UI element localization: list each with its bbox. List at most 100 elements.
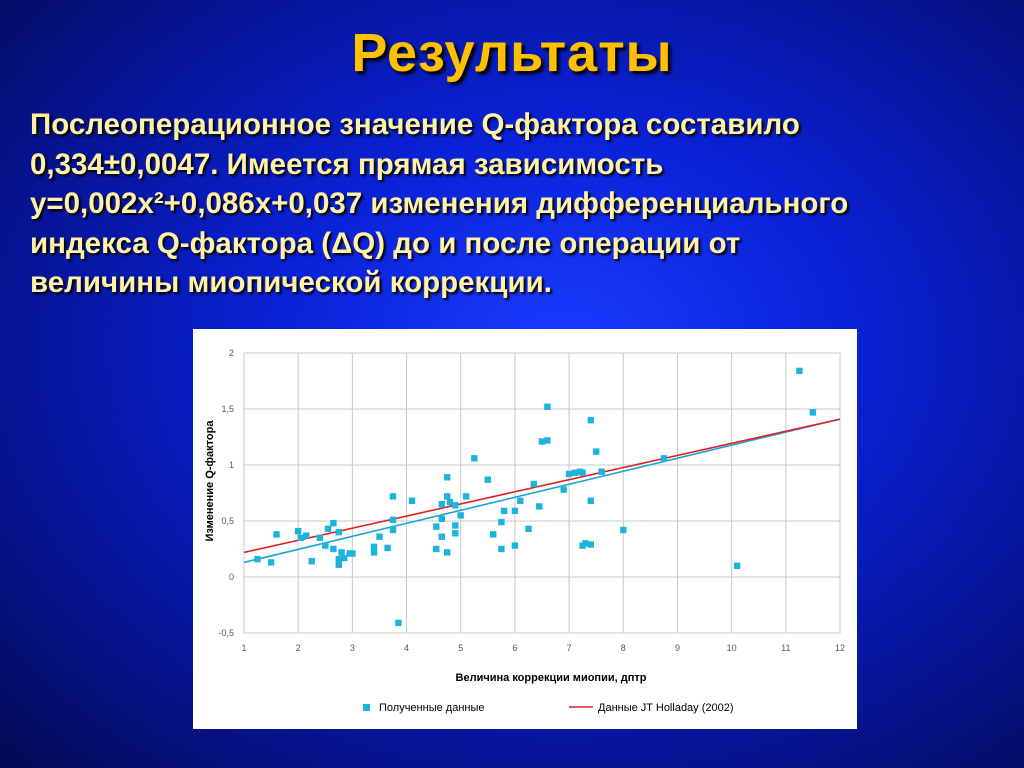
data-point <box>462 493 470 500</box>
data-point <box>324 525 332 532</box>
data-point <box>457 512 464 519</box>
data-point <box>490 531 497 538</box>
slide-title: Результаты <box>351 23 673 83</box>
legend-label-holladay: Данные JT Holladay (2002) <box>598 702 734 714</box>
data-point <box>335 555 342 563</box>
data-point <box>511 542 519 549</box>
data-point <box>809 409 817 416</box>
data-point <box>446 498 454 506</box>
y-tick-label: 1 <box>229 460 234 470</box>
data-point <box>587 541 594 548</box>
data-point <box>498 545 505 553</box>
data-point <box>349 550 356 557</box>
data-point <box>322 542 329 549</box>
body-line-4: индекса Q-фактора (ΔQ) до и после операц… <box>30 226 741 260</box>
data-point <box>254 555 261 563</box>
data-point <box>303 532 310 539</box>
data-point <box>438 515 445 522</box>
data-point <box>444 493 451 500</box>
data-point <box>267 559 275 566</box>
data-point <box>335 561 342 568</box>
trend-line-data <box>243 418 841 564</box>
data-point <box>598 468 605 475</box>
chart-canvas: 1 2 3 4 5 6 7 8 9 10 11 12-0,500,511,52 Величина ко… <box>204 348 845 714</box>
data-point <box>297 534 305 541</box>
data-point <box>452 522 459 529</box>
legend-marker-points <box>363 704 370 711</box>
data-point <box>511 507 519 515</box>
legend-label-points: Полученные данные <box>379 702 485 714</box>
data-point <box>316 534 324 541</box>
data-point <box>530 480 538 488</box>
data-point <box>438 533 445 540</box>
chart-points <box>254 367 817 627</box>
data-point <box>452 530 459 537</box>
data-point <box>438 501 445 508</box>
body-line-1: Послеоперационное значение Q-фактора сос… <box>30 108 800 141</box>
data-point <box>338 549 345 556</box>
data-point <box>330 545 337 553</box>
data-point <box>733 562 741 569</box>
slide-body-text: Послеоперационное значение Q-фактора сос… <box>30 105 1005 303</box>
x-tick-label: 9 <box>675 643 680 653</box>
chart-lines <box>243 418 841 564</box>
data-point <box>587 497 594 504</box>
data-point <box>525 525 532 532</box>
data-point <box>593 448 600 455</box>
y-tick-label: 2 <box>229 348 234 358</box>
data-point <box>587 417 594 424</box>
chart-legend: Полученные данные Данные JT Holladay (20… <box>363 702 734 714</box>
data-point <box>471 455 478 462</box>
x-tick-label: 10 <box>727 643 737 653</box>
data-point <box>500 507 508 515</box>
data-point <box>408 497 416 504</box>
y-tick-label: 0 <box>229 572 234 582</box>
data-point <box>335 529 342 536</box>
y-axis-label: Изменение Q-фактора <box>204 420 216 542</box>
x-axis-label: Величина коррекции миопии, дптр <box>456 672 647 684</box>
data-point <box>452 502 459 509</box>
data-point <box>273 531 280 538</box>
x-tick-label: 5 <box>458 643 463 653</box>
y-tick-label: -0,5 <box>218 628 234 638</box>
data-point <box>341 554 348 562</box>
data-point <box>582 540 589 547</box>
data-point <box>433 523 440 530</box>
data-point <box>544 403 551 410</box>
data-point <box>536 503 543 510</box>
y-tick-label: 0,5 <box>221 516 234 526</box>
data-point <box>565 470 573 478</box>
data-point <box>384 544 391 552</box>
scatter-chart: 1 2 3 4 5 6 7 8 9 10 11 12 -0,5 0 0,5 1 1,5 2 Величина ко… <box>193 329 857 729</box>
data-point <box>395 619 402 627</box>
data-point <box>498 518 505 526</box>
x-tick-label: 2 <box>296 643 301 653</box>
data-point <box>517 497 524 504</box>
x-tick-label: 4 <box>404 643 409 653</box>
chart-tick-labels: 1 2 3 4 5 6 7 8 9 10 11 12-0,500,511,52 <box>218 348 845 653</box>
x-tick-label: 8 <box>621 643 626 653</box>
data-point <box>389 516 397 524</box>
data-point <box>389 493 397 500</box>
data-point <box>330 520 337 527</box>
data-point <box>484 476 491 483</box>
data-point <box>571 469 578 476</box>
x-tick-label: 1 <box>241 643 246 653</box>
x-tick-label: 7 <box>567 643 572 653</box>
trend-line-holladay <box>243 418 841 554</box>
x-tick-label: 3 <box>350 643 355 653</box>
data-point <box>444 474 451 481</box>
data-point <box>560 486 567 493</box>
data-point <box>370 543 378 550</box>
data-point <box>295 527 302 535</box>
data-point <box>620 526 627 534</box>
body-line-3: y=0,002x²+0,086x+0,037 изменения диффере… <box>30 187 849 220</box>
data-point <box>308 558 315 565</box>
x-tick-label: 12 <box>835 643 845 653</box>
data-point <box>660 455 668 462</box>
data-point <box>579 469 586 476</box>
data-point <box>796 367 803 375</box>
plot-area-border <box>243 352 841 634</box>
data-point <box>544 437 551 444</box>
x-tick-label: 11 <box>781 643 790 653</box>
